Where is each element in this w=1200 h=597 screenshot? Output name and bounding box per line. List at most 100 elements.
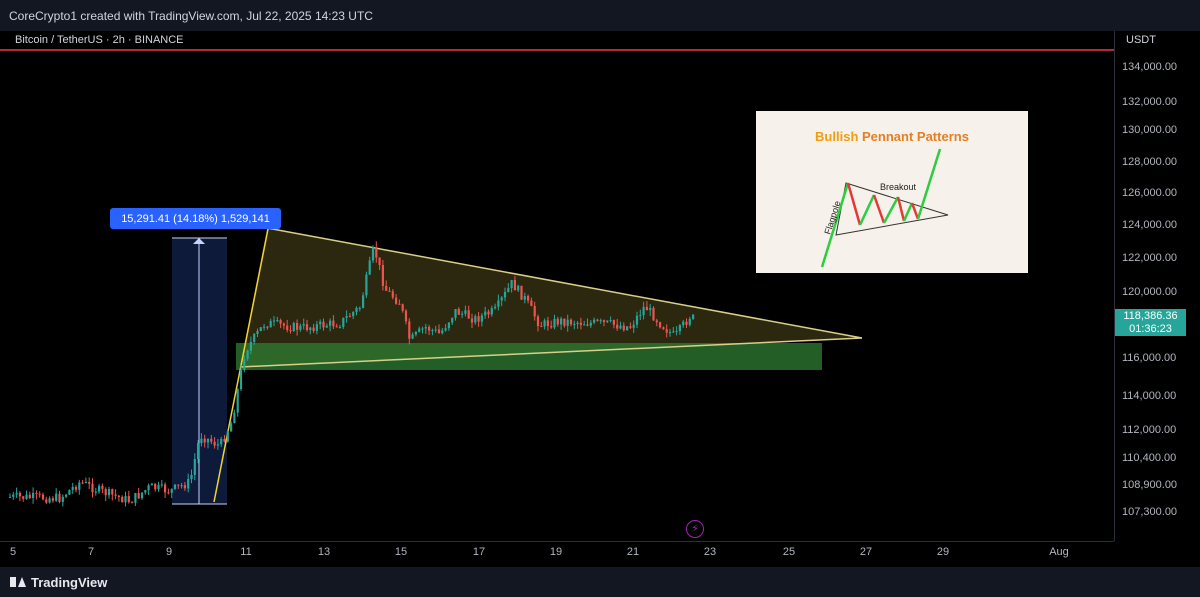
candle-body <box>576 322 579 324</box>
candle-body <box>533 306 536 317</box>
candle-body <box>434 329 437 331</box>
candle-body <box>210 438 213 442</box>
symbol-title[interactable]: Bitcoin / TetherUS · 2h · BINANCE <box>15 34 184 46</box>
candle-body <box>160 484 163 486</box>
currency-selector[interactable]: USDT <box>1126 34 1156 46</box>
candle-body <box>348 316 351 318</box>
inset-leg3 <box>872 194 886 224</box>
candle-body <box>358 307 361 309</box>
candle-body <box>421 328 424 330</box>
current-price-countdown: 01:36:23 <box>1129 323 1172 335</box>
candle-body <box>61 496 64 502</box>
candle-body <box>655 320 658 323</box>
candle-body <box>381 265 384 286</box>
candle-body <box>365 274 368 296</box>
chart-canvas[interactable] <box>0 31 1114 541</box>
candle-body <box>114 494 117 496</box>
candle-body <box>566 319 569 326</box>
candle-body <box>319 321 322 325</box>
candle-body <box>101 485 104 489</box>
candle-body <box>236 389 239 413</box>
measure-arrow-head <box>193 238 205 244</box>
candle-body <box>65 494 68 497</box>
time-scale[interactable] <box>0 541 1114 567</box>
candle-body <box>444 328 447 331</box>
time-tick-label: 5 <box>9 546 17 558</box>
candle-body <box>315 324 318 331</box>
time-tick-label: 17 <box>472 546 486 558</box>
candle-body <box>335 326 338 328</box>
price-scale[interactable] <box>1114 31 1200 541</box>
price-tick-label: 134,000.00 <box>1122 61 1178 73</box>
candle-body <box>385 285 388 291</box>
candle-body <box>639 315 642 317</box>
pennant-lower-line[interactable] <box>239 337 863 368</box>
candle-body <box>246 350 249 359</box>
support-zone[interactable] <box>236 343 822 370</box>
candle-body <box>259 327 262 332</box>
candlestick-series[interactable] <box>8 241 695 507</box>
candle-body <box>15 492 18 495</box>
candle-body <box>599 320 602 322</box>
candle-body <box>477 316 480 322</box>
time-tick-label: 25 <box>782 546 796 558</box>
candle-body <box>187 479 190 489</box>
candle-body <box>556 318 559 325</box>
candle-body <box>672 331 675 333</box>
price-tick-label: 122,000.00 <box>1122 252 1178 264</box>
candle-body <box>140 492 144 499</box>
candle-body <box>530 300 533 307</box>
candle-body <box>662 327 665 330</box>
candle-body <box>296 322 299 330</box>
candle-body <box>55 493 58 501</box>
candle-body <box>233 412 236 424</box>
candle-body <box>263 326 266 328</box>
candle-body <box>286 325 289 331</box>
pennant-upper-line[interactable] <box>266 227 863 339</box>
footer-brand-text: TradingView <box>31 574 108 590</box>
candle-body <box>388 290 391 292</box>
candle-body <box>35 492 38 494</box>
candle-body <box>484 311 487 316</box>
price-tick-label: 107,300.00 <box>1122 506 1178 518</box>
candle-body <box>507 288 510 292</box>
candle-body <box>513 279 516 291</box>
chart-pane[interactable] <box>0 31 1114 541</box>
candle-body <box>622 325 625 331</box>
inset-title-bullish: Bullish <box>815 129 859 144</box>
candle-body <box>527 296 530 301</box>
candle-body <box>457 309 460 315</box>
inset-leg7 <box>910 202 920 220</box>
candle-body <box>560 318 563 325</box>
candle-body <box>355 307 358 313</box>
lightning-icon[interactable]: ⚡ <box>686 520 704 538</box>
candle-body <box>371 247 375 261</box>
price-tick-label: 116,000.00 <box>1122 352 1177 364</box>
candle-body <box>391 291 394 298</box>
candle-body <box>12 494 15 497</box>
candle-body <box>517 285 520 291</box>
candle-body <box>474 316 477 323</box>
time-tick-label: 21 <box>626 546 640 558</box>
candle-body <box>154 483 157 490</box>
candle-body <box>170 488 173 493</box>
candle-body <box>203 438 206 443</box>
inset-leg2 <box>858 194 876 226</box>
candle-body <box>520 285 523 300</box>
candle-body <box>200 438 203 444</box>
candle-body <box>573 323 576 325</box>
time-tick-label: 19 <box>549 546 563 558</box>
current-price-value: 118,386.36 <box>1123 310 1178 322</box>
candle-body <box>338 326 342 328</box>
price-tick-label: 132,000.00 <box>1122 96 1178 108</box>
inset-title: Bullish Pennant Patterns <box>756 129 1028 144</box>
candle-body <box>167 492 170 494</box>
candle-body <box>418 328 421 332</box>
candle-body <box>220 439 223 445</box>
candle-body <box>144 490 147 493</box>
candle-body <box>84 482 87 484</box>
candle-body <box>117 495 120 497</box>
footer-brand[interactable]: TradingView <box>0 567 1200 597</box>
pennant-fill[interactable] <box>240 228 862 367</box>
candle-body <box>173 484 177 489</box>
